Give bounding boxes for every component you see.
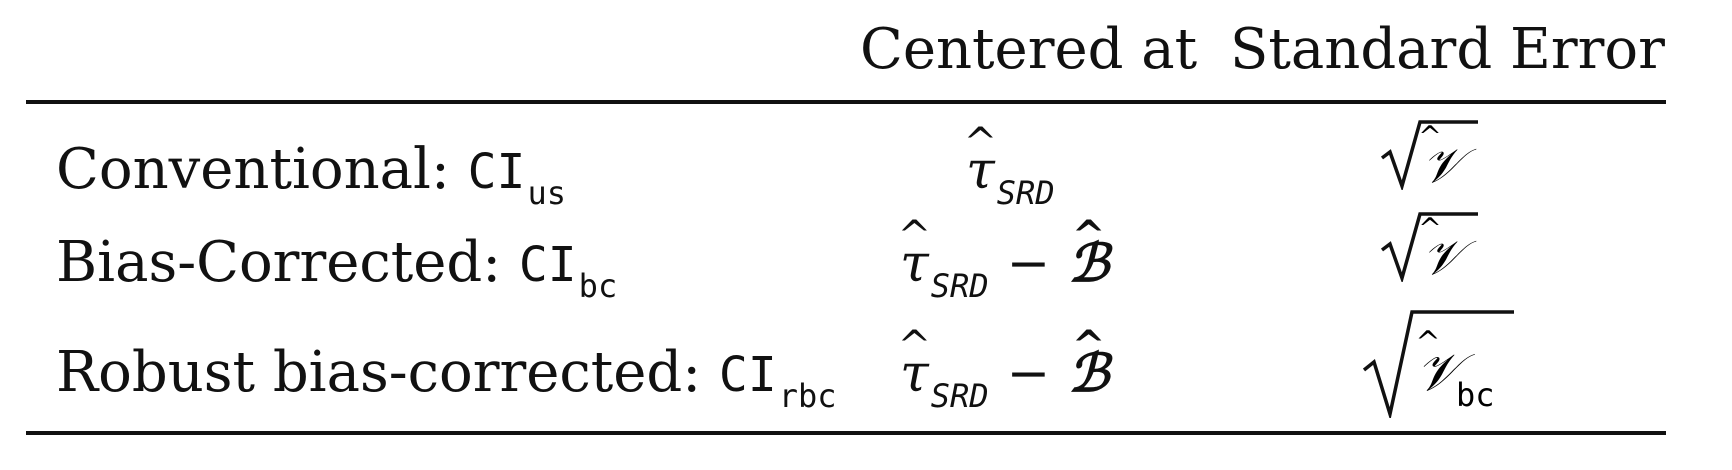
center-expression-bias-corrected: ^ τSRD − ^ ℬ xyxy=(898,216,1109,303)
hat-accent: ^ xyxy=(1071,212,1106,259)
hat-accent: ^ xyxy=(963,120,998,166)
bias-symbol: ℬ xyxy=(1068,343,1110,404)
hat-accent: ^ xyxy=(897,323,932,369)
bias-hat: ^ ℬ xyxy=(1068,326,1109,400)
bias-symbol: ℬ xyxy=(1068,233,1110,294)
minus-sign: − xyxy=(1006,234,1051,294)
tau-symbol: τ xyxy=(900,344,929,404)
row-label-conventional: Conventional: CIus xyxy=(56,142,566,210)
hat-accent: ^ xyxy=(1418,212,1441,245)
ci-subscript: us xyxy=(527,174,566,212)
minus-sign: − xyxy=(1006,344,1051,404)
row-label-text: Bias-Corrected: xyxy=(56,230,519,295)
ci-subscript: rbc xyxy=(778,377,837,415)
row-label-robust-bias-corrected: Robust bias-corrected: CIrbc xyxy=(56,345,837,413)
tau-subscript: SRD xyxy=(996,174,1055,212)
ci-subscript: bc xyxy=(578,267,618,305)
header-centered-at: Centered at xyxy=(860,17,1198,82)
v-subscript: bc xyxy=(1456,376,1495,414)
ci-symbol: CI xyxy=(518,237,577,293)
hat-accent: ^ xyxy=(1071,322,1106,369)
center-expression-conventional: ^ τSRD xyxy=(964,123,1055,209)
center-expression-robust-bias-corrected: ^ τSRD − ^ ℬ xyxy=(898,326,1109,413)
row-label-text: Robust bias-corrected: xyxy=(56,340,719,405)
ci-symbol: CI xyxy=(467,144,526,200)
tau-subscript: SRD xyxy=(930,267,989,305)
sqrt-radical xyxy=(1380,120,1478,190)
tau-hat: ^ τ xyxy=(898,216,932,290)
sqrt-v-hat-conventional: ^ 𝒱 xyxy=(1380,120,1478,190)
row-label-bias-corrected: Bias-Corrected: CIbc xyxy=(56,235,617,303)
sqrt-radical xyxy=(1380,212,1478,282)
row-label-text: Conventional: xyxy=(56,137,468,202)
table-top-rule xyxy=(26,100,1666,104)
hat-accent: ^ xyxy=(1418,120,1441,153)
ci-symbol: CI xyxy=(718,347,777,403)
v-symbol: 𝒱 xyxy=(1422,138,1477,190)
tau-subscript: SRD xyxy=(930,377,989,415)
header-standard-error: Standard Error xyxy=(1230,17,1665,82)
hat-accent: ^ xyxy=(1415,325,1440,360)
tau-hat: ^ τ xyxy=(964,123,998,197)
tau-symbol: τ xyxy=(900,234,929,294)
bias-hat: ^ ℬ xyxy=(1068,216,1109,290)
table-bottom-rule xyxy=(26,431,1666,435)
tau-symbol: τ xyxy=(966,141,995,201)
hat-accent: ^ xyxy=(897,213,932,259)
tau-hat: ^ τ xyxy=(898,326,932,400)
sqrt-v-hat-bias-corrected: ^ 𝒱 xyxy=(1380,212,1478,282)
v-symbol: 𝒱 xyxy=(1422,230,1477,282)
sqrt-radical xyxy=(1362,310,1514,418)
sqrt-v-hat-bc: ^ 𝒱 bc xyxy=(1362,310,1514,418)
